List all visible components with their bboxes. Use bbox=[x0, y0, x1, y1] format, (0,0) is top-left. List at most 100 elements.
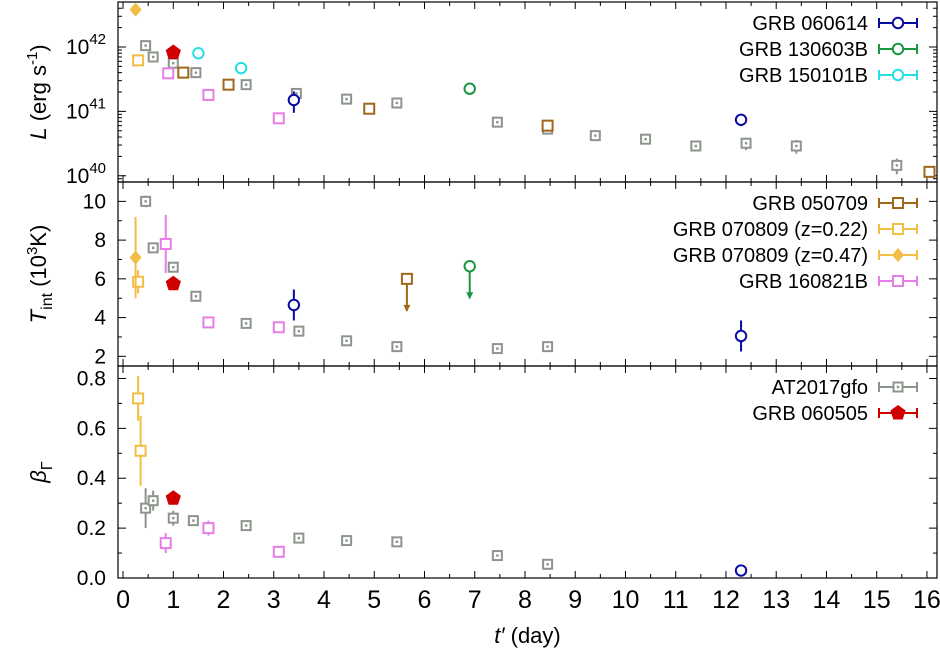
y-axis-label: L (erg s-1) bbox=[24, 44, 51, 139]
marker-dot bbox=[144, 200, 147, 203]
circle-marker bbox=[287, 93, 301, 107]
circle-marker bbox=[734, 113, 748, 126]
pentagon-marker bbox=[165, 275, 181, 291]
marker-dot bbox=[496, 120, 499, 124]
y-tick-label: 0.6 bbox=[77, 417, 106, 440]
series-grb-060505 bbox=[165, 490, 181, 505]
legend-label: GRB 130603B bbox=[739, 39, 868, 61]
y-tick-label: 0.4 bbox=[77, 467, 107, 490]
square-marker bbox=[202, 88, 215, 101]
y-tick-label: 1040 bbox=[66, 160, 106, 188]
circle-marker bbox=[891, 68, 905, 82]
square-marker bbox=[159, 537, 172, 550]
panel-T: 2 4 6 8 10 Tint (103K) GRB 050709 GRB 070809 (z… bbox=[24, 181, 938, 368]
marker-dot bbox=[244, 524, 248, 527]
arrow-head bbox=[403, 304, 411, 312]
square-marker bbox=[272, 545, 285, 558]
legend-entry: GRB 130603B bbox=[739, 39, 918, 61]
marker-dot bbox=[546, 563, 549, 566]
panel-frame bbox=[117, 365, 938, 579]
x-tick-label: 5 bbox=[367, 586, 381, 614]
marker-dot bbox=[694, 144, 698, 148]
square-marker bbox=[177, 66, 190, 79]
series-at2017gfo bbox=[140, 488, 554, 570]
legend-label: GRB 160821B bbox=[739, 271, 868, 293]
marker-dot bbox=[244, 83, 248, 86]
y-tick-label: 6 bbox=[94, 268, 106, 291]
marker-dot bbox=[795, 144, 798, 148]
legend-label: GRB 070809 (z=0.47) bbox=[673, 245, 868, 267]
x-axis-label: t′ (day) bbox=[494, 623, 561, 648]
x-tick-label: 6 bbox=[418, 586, 432, 614]
series-grb-070809-z-0-22- bbox=[132, 270, 145, 294]
diamond-marker bbox=[129, 250, 142, 265]
pentagon-marker bbox=[890, 405, 906, 420]
series-at2017gfo bbox=[140, 40, 903, 175]
circle-marker bbox=[234, 61, 248, 75]
legend-entry: AT2017gfo bbox=[772, 377, 918, 399]
legend-label: GRB 060614 bbox=[752, 13, 868, 35]
square-marker bbox=[159, 237, 172, 250]
series-grb-050709 bbox=[177, 66, 936, 178]
marker-dot bbox=[297, 536, 301, 540]
series-grb-160821b bbox=[159, 520, 285, 558]
series-grb-160821b bbox=[162, 67, 285, 125]
x-tick-label: 12 bbox=[712, 586, 740, 614]
legend-entry: GRB 160821B bbox=[739, 271, 918, 293]
x-tick-label: 16 bbox=[913, 586, 940, 614]
marker-dot bbox=[144, 506, 147, 510]
x-tick-label: 0 bbox=[116, 586, 130, 614]
marker-dot bbox=[395, 345, 399, 348]
y-tick-label: 10 bbox=[83, 190, 106, 213]
series-grb-060505 bbox=[165, 44, 181, 59]
plot-area bbox=[132, 375, 748, 577]
square-marker bbox=[162, 67, 175, 80]
y-tick-label: 0.0 bbox=[77, 567, 106, 590]
marker-dot bbox=[297, 329, 301, 333]
circle-marker bbox=[891, 16, 905, 30]
y-tick-label: 2 bbox=[94, 345, 106, 368]
series-at2017gfo bbox=[140, 195, 554, 355]
marker-dot bbox=[395, 101, 399, 105]
circle-marker bbox=[891, 42, 905, 56]
legend-entry: GRB 070809 (z=0.22) bbox=[673, 219, 918, 241]
series-grb-060614 bbox=[287, 91, 748, 127]
marker-dot bbox=[345, 97, 348, 101]
square-marker bbox=[892, 275, 904, 287]
legend-entry: GRB 050709 bbox=[752, 193, 918, 215]
diamond-marker bbox=[129, 2, 142, 17]
series-grb-060505 bbox=[165, 275, 181, 291]
series-grb-060614 bbox=[734, 564, 748, 577]
marker-dot bbox=[744, 142, 748, 145]
x-tick-label: 14 bbox=[813, 586, 841, 614]
circle-marker bbox=[734, 329, 748, 343]
legend-label: AT2017gfo bbox=[772, 377, 868, 399]
y-tick-label: 4 bbox=[94, 307, 106, 330]
square-marker bbox=[202, 316, 215, 329]
legend-label: GRB 070809 (z=0.22) bbox=[673, 219, 868, 241]
panel-L: 1040 1041 1042 L (erg s-1) GRB 060614 GRB 130… bbox=[24, 1, 938, 188]
marker-dot bbox=[192, 519, 195, 522]
x-tick-label: 10 bbox=[612, 586, 640, 614]
marker-dot bbox=[644, 137, 647, 141]
plot-area bbox=[129, 195, 748, 355]
square-marker bbox=[202, 522, 215, 535]
x-tick-label: 11 bbox=[663, 586, 689, 614]
marker-dot bbox=[395, 540, 399, 544]
marker-dot bbox=[151, 499, 155, 502]
arrow-head bbox=[466, 292, 474, 300]
legend-entry: GRB 150101B bbox=[739, 65, 918, 87]
marker-dot bbox=[295, 92, 298, 95]
marker-dot bbox=[151, 55, 155, 59]
square-marker bbox=[363, 102, 376, 115]
series-grb-130603b bbox=[463, 260, 476, 300]
marker-dot bbox=[151, 246, 155, 250]
circle-marker bbox=[463, 260, 476, 273]
series-grb-060614 bbox=[287, 289, 748, 352]
square-marker bbox=[923, 165, 936, 178]
marker-dot bbox=[345, 539, 348, 542]
marker-dot bbox=[895, 164, 899, 167]
circle-marker bbox=[192, 47, 205, 60]
